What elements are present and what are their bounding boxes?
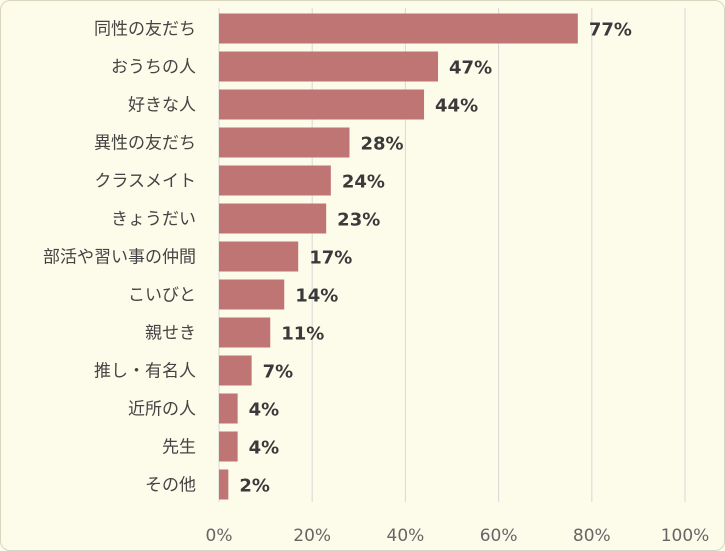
bar <box>219 13 578 44</box>
bar <box>219 165 331 196</box>
value-label: 4% <box>249 438 280 459</box>
category-label: 近所の人 <box>128 400 196 420</box>
bars <box>219 13 578 500</box>
value-label: 14% <box>295 286 338 307</box>
bar <box>219 355 252 386</box>
bar <box>219 51 439 82</box>
bar <box>219 469 229 500</box>
value-label: 17% <box>309 248 352 269</box>
category-label: 先生 <box>162 438 196 458</box>
value-label: 77% <box>589 20 632 41</box>
category-label: こいびと <box>128 286 196 306</box>
category-label: おうちの人 <box>111 58 196 78</box>
category-label: 異性の友だち <box>94 134 196 154</box>
bar <box>219 431 238 462</box>
bar <box>219 89 425 120</box>
value-label: 24% <box>342 172 385 193</box>
x-tick-label: 20% <box>293 526 331 546</box>
bar <box>219 393 238 424</box>
x-tick-label: 0% <box>206 526 233 546</box>
category-label: 推し・有名人 <box>94 362 196 382</box>
category-label: きょうだい <box>111 210 196 230</box>
x-tick-label: 40% <box>387 526 425 546</box>
category-label: 部活や習い事の仲間 <box>43 248 196 268</box>
x-axis-tick-labels: 0% 20% 40% 60% 80% 100% <box>206 526 710 546</box>
value-label: 47% <box>449 58 492 79</box>
category-label: クラスメイト <box>94 172 196 192</box>
category-label: その他 <box>145 476 196 496</box>
bar <box>219 317 271 348</box>
x-tick-label: 100% <box>661 526 710 546</box>
value-labels: 77% 47% 44% 28% 24% 23% 17% 14% 11% 7% 4% 4% 2% <box>239 20 632 497</box>
value-label: 7% <box>263 362 294 383</box>
value-label: 23% <box>337 210 380 231</box>
category-label: 親せき <box>145 324 196 344</box>
bar <box>219 203 327 234</box>
bar <box>219 241 299 272</box>
category-label: 好きな人 <box>128 96 196 116</box>
value-label: 28% <box>360 134 403 155</box>
bar <box>219 279 285 310</box>
category-labels: 同性の友だちおうちの人好きな人異性の友だちクラスメイトきょうだい部活や習い事の仲… <box>43 20 196 496</box>
category-label: 同性の友だち <box>94 20 196 40</box>
bar <box>219 127 350 158</box>
x-tick-label: 80% <box>573 526 611 546</box>
value-label: 4% <box>249 400 280 421</box>
value-label: 11% <box>281 324 324 345</box>
value-label: 2% <box>239 476 270 497</box>
value-label: 44% <box>435 96 478 117</box>
x-tick-label: 60% <box>480 526 518 546</box>
